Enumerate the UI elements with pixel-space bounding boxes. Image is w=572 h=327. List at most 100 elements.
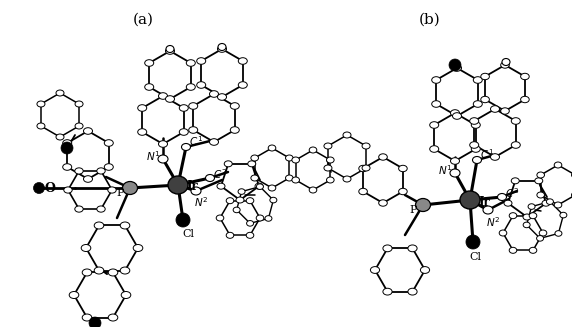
Ellipse shape (191, 187, 201, 195)
Ellipse shape (529, 213, 537, 219)
Ellipse shape (491, 106, 499, 112)
Ellipse shape (37, 101, 45, 107)
Text: Cl: Cl (182, 229, 194, 239)
Ellipse shape (231, 127, 239, 133)
Ellipse shape (176, 213, 190, 227)
Ellipse shape (64, 187, 72, 193)
Ellipse shape (521, 73, 529, 80)
Ellipse shape (84, 176, 93, 182)
Ellipse shape (483, 206, 493, 214)
Ellipse shape (236, 197, 244, 203)
Ellipse shape (226, 198, 234, 204)
Ellipse shape (509, 247, 517, 253)
Ellipse shape (239, 58, 247, 64)
Ellipse shape (359, 165, 367, 172)
Ellipse shape (56, 134, 64, 140)
Ellipse shape (371, 267, 380, 273)
Ellipse shape (452, 113, 462, 119)
Ellipse shape (362, 143, 370, 149)
Ellipse shape (209, 91, 219, 97)
Ellipse shape (460, 191, 480, 209)
Ellipse shape (309, 187, 317, 193)
Ellipse shape (327, 177, 334, 183)
Ellipse shape (158, 93, 168, 99)
Ellipse shape (481, 73, 490, 80)
Ellipse shape (523, 222, 530, 228)
Ellipse shape (89, 317, 101, 327)
Ellipse shape (268, 145, 276, 151)
Text: Cl: Cl (469, 252, 481, 262)
Text: $C^1$: $C^1$ (189, 134, 203, 148)
Ellipse shape (499, 230, 507, 236)
Ellipse shape (554, 202, 562, 208)
Text: P: P (409, 205, 417, 215)
Ellipse shape (138, 129, 146, 135)
Ellipse shape (450, 169, 460, 177)
Ellipse shape (511, 142, 521, 148)
Ellipse shape (466, 235, 480, 249)
Ellipse shape (34, 182, 45, 194)
Ellipse shape (292, 177, 300, 183)
Text: $N^2$: $N^2$ (486, 215, 500, 229)
Ellipse shape (408, 288, 417, 295)
Ellipse shape (197, 58, 206, 64)
Ellipse shape (251, 155, 259, 161)
Ellipse shape (521, 96, 529, 103)
Ellipse shape (555, 231, 562, 236)
Ellipse shape (239, 82, 247, 88)
Ellipse shape (292, 157, 300, 163)
Ellipse shape (94, 222, 104, 229)
Ellipse shape (226, 232, 234, 238)
Ellipse shape (217, 94, 227, 100)
Ellipse shape (158, 155, 168, 163)
Ellipse shape (537, 192, 545, 198)
Ellipse shape (324, 165, 332, 171)
Ellipse shape (554, 162, 562, 168)
Ellipse shape (379, 154, 387, 160)
Ellipse shape (542, 200, 550, 206)
Ellipse shape (471, 122, 480, 128)
Ellipse shape (94, 267, 104, 274)
Text: $C^2$: $C^2$ (213, 167, 227, 181)
Ellipse shape (408, 245, 417, 252)
Ellipse shape (481, 96, 490, 103)
Ellipse shape (37, 123, 45, 129)
Ellipse shape (500, 108, 509, 114)
Ellipse shape (500, 62, 509, 68)
Ellipse shape (217, 183, 225, 189)
Ellipse shape (104, 164, 113, 170)
Ellipse shape (56, 90, 64, 96)
Ellipse shape (537, 172, 545, 178)
Ellipse shape (82, 269, 92, 276)
Ellipse shape (138, 105, 146, 111)
Ellipse shape (168, 176, 188, 194)
Ellipse shape (472, 157, 482, 164)
Ellipse shape (491, 154, 499, 160)
Ellipse shape (449, 59, 461, 71)
Ellipse shape (238, 189, 245, 194)
Ellipse shape (430, 122, 439, 128)
Ellipse shape (255, 183, 263, 189)
Ellipse shape (205, 175, 214, 181)
Ellipse shape (451, 158, 459, 164)
Ellipse shape (216, 215, 224, 221)
Ellipse shape (97, 168, 105, 174)
Ellipse shape (121, 291, 131, 299)
Ellipse shape (166, 45, 174, 53)
Ellipse shape (268, 185, 276, 191)
Ellipse shape (120, 222, 130, 229)
Ellipse shape (165, 96, 174, 102)
Text: (b): (b) (419, 13, 441, 27)
Ellipse shape (256, 215, 264, 221)
Ellipse shape (432, 77, 440, 83)
Ellipse shape (218, 43, 226, 50)
Text: Ir: Ir (186, 181, 198, 194)
Ellipse shape (63, 164, 72, 170)
Text: $N^1$: $N^1$ (146, 149, 160, 163)
Ellipse shape (430, 146, 439, 152)
Ellipse shape (523, 214, 531, 220)
Ellipse shape (285, 175, 293, 181)
Ellipse shape (327, 157, 334, 163)
Ellipse shape (224, 161, 232, 167)
Ellipse shape (383, 245, 392, 252)
